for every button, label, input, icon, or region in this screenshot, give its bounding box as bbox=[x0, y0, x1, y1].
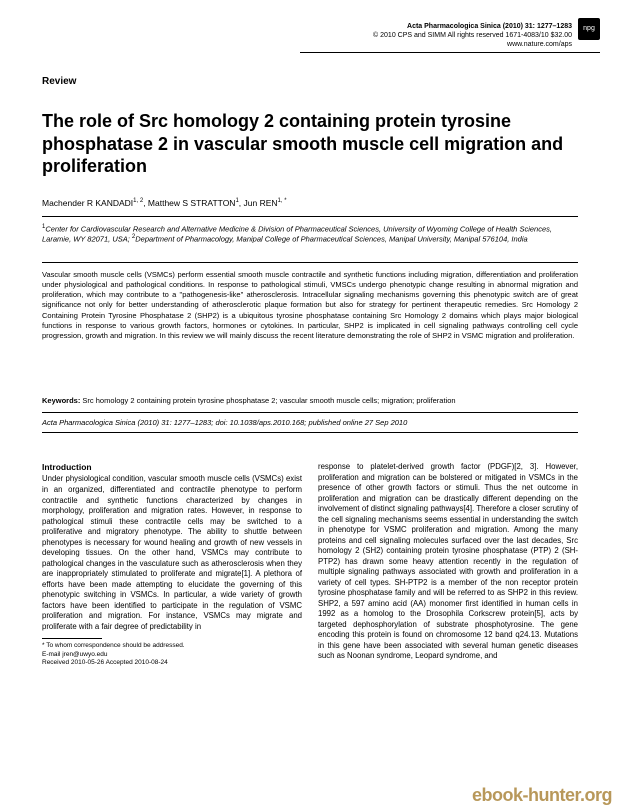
citation-divider-top bbox=[42, 412, 578, 413]
column-left: Introduction Under physiological conditi… bbox=[42, 462, 302, 668]
footnote-dates: Received 2010-05-26 Accepted 2010-08-24 bbox=[42, 659, 302, 667]
publisher-badge: npg bbox=[578, 18, 600, 40]
body-columns: Introduction Under physiological conditi… bbox=[42, 462, 578, 668]
author-3: , Jun REN bbox=[239, 198, 278, 208]
column-right: response to platelet-derived growth fact… bbox=[318, 462, 578, 668]
intro-heading: Introduction bbox=[42, 462, 302, 473]
journal-meta: Acta Pharmacologica Sinica (2010) 31: 12… bbox=[373, 22, 572, 49]
journal-copyright: © 2010 CPS and SIMM All rights reserved … bbox=[373, 31, 572, 40]
header-divider bbox=[300, 52, 600, 53]
abstract: Vascular smooth muscle cells (VSMCs) per… bbox=[42, 270, 578, 341]
keywords-label: Keywords: bbox=[42, 396, 80, 405]
journal-url: www.nature.com/aps bbox=[373, 40, 572, 49]
citation-divider-bottom bbox=[42, 432, 578, 433]
footnote-email: E-mail jren@uwyo.edu bbox=[42, 651, 302, 659]
citation-line: Acta Pharmacologica Sinica (2010) 31: 12… bbox=[42, 418, 578, 427]
article-title: The role of Src homology 2 containing pr… bbox=[42, 110, 578, 178]
abstract-divider-top bbox=[42, 262, 578, 263]
journal-citation: Acta Pharmacologica Sinica (2010) 31: 12… bbox=[373, 22, 572, 31]
affil-2: Department of Pharmacology, Manipal Coll… bbox=[135, 235, 527, 244]
author-3-affil: 1, * bbox=[278, 198, 287, 204]
affiliations-divider bbox=[42, 216, 578, 217]
affiliations: 1Center for Cardiovascular Research and … bbox=[42, 224, 578, 245]
keywords-text: Src homology 2 containing protein tyrosi… bbox=[80, 396, 455, 405]
authors: Machender R KANDADI1, 2, Matthew S STRAT… bbox=[42, 198, 287, 208]
col2-text: response to platelet-derived growth fact… bbox=[318, 462, 578, 660]
footnote-corr: * To whom correspondence should be addre… bbox=[42, 642, 302, 650]
author-1-affil: 1, 2 bbox=[133, 198, 143, 204]
author-2: , Matthew S STRATTON bbox=[143, 198, 235, 208]
watermark: ebook-hunter.org bbox=[472, 785, 612, 806]
keywords: Keywords: Src homology 2 containing prot… bbox=[42, 396, 578, 405]
footnote-divider bbox=[42, 638, 102, 639]
author-1: Machender R KANDADI bbox=[42, 198, 133, 208]
col1-text: Under physiological condition, vascular … bbox=[42, 474, 302, 630]
footnote: * To whom correspondence should be addre… bbox=[42, 642, 302, 667]
article-type: Review bbox=[42, 76, 76, 87]
